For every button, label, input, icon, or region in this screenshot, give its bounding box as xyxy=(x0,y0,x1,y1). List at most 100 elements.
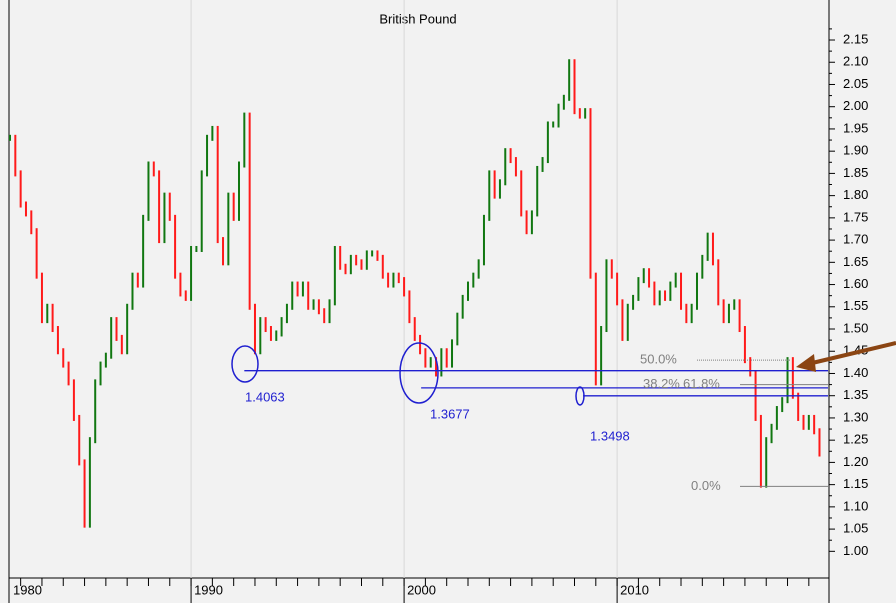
price-bar xyxy=(536,165,539,217)
y-tick-label: 1.20 xyxy=(843,454,868,469)
price-bar xyxy=(653,281,656,306)
price-bar xyxy=(168,192,171,221)
price-bar xyxy=(62,348,65,368)
level-label: 1.3498 xyxy=(590,428,630,443)
price-bar xyxy=(525,210,528,235)
price-bar xyxy=(56,326,59,355)
price-bar xyxy=(259,317,262,355)
price-bar xyxy=(317,299,320,315)
price-bar xyxy=(190,245,193,301)
y-tick-label: 1.40 xyxy=(843,365,868,380)
y-tick-label: 2.05 xyxy=(843,76,868,91)
price-bar xyxy=(711,232,714,266)
price-bar xyxy=(717,259,720,306)
price-bar xyxy=(722,299,725,324)
price-bar xyxy=(163,192,166,244)
price-bar xyxy=(67,361,70,386)
price-bar xyxy=(813,414,816,435)
price-bar xyxy=(637,277,640,301)
x-tick-label: 2010 xyxy=(620,582,649,597)
price-bar xyxy=(546,121,549,164)
price-bar xyxy=(445,348,448,368)
price-bar xyxy=(312,299,315,310)
price-bar xyxy=(222,237,225,266)
price-bar xyxy=(19,170,22,208)
price-bar xyxy=(504,148,507,186)
y-tick-label: 2.15 xyxy=(843,31,868,46)
price-bar xyxy=(600,326,603,386)
fib-label: 38.2% xyxy=(643,376,680,391)
y-tick-label: 1.35 xyxy=(843,387,868,402)
price-bar xyxy=(333,245,336,306)
price-bar xyxy=(355,254,358,266)
price-bar xyxy=(472,272,475,288)
price-bar xyxy=(456,312,459,346)
y-tick-label: 1.25 xyxy=(843,432,868,447)
price-bar xyxy=(280,317,283,337)
price-bar xyxy=(360,259,363,270)
price-bar xyxy=(83,459,86,528)
chart-title: British Pound xyxy=(379,11,456,26)
price-bar xyxy=(621,299,624,341)
price-bar xyxy=(797,392,800,421)
price-bar xyxy=(403,277,406,297)
price-bar xyxy=(738,299,741,333)
price-bar xyxy=(791,357,794,399)
price-bar xyxy=(237,161,240,221)
price-bar xyxy=(584,108,587,119)
y-tick-label: 1.55 xyxy=(843,298,868,313)
price-bar xyxy=(408,290,411,324)
price-bar xyxy=(88,437,91,528)
price-bar xyxy=(136,272,139,288)
price-bar xyxy=(488,170,491,221)
price-bar xyxy=(195,245,198,252)
price-bar xyxy=(291,281,294,310)
price-bar xyxy=(158,170,161,244)
price-bar xyxy=(664,290,667,301)
price-bar xyxy=(482,214,485,266)
price-bar xyxy=(674,272,677,288)
price-bar xyxy=(616,272,619,306)
price-bar xyxy=(339,245,342,270)
price-bar xyxy=(46,303,49,324)
price-bar xyxy=(552,121,555,128)
price-bar xyxy=(749,357,752,377)
price-bar xyxy=(818,428,821,457)
price-bar xyxy=(695,272,698,310)
price-bar xyxy=(115,317,118,341)
y-tick-label: 2.00 xyxy=(843,98,868,113)
price-bar xyxy=(174,214,177,279)
price-bar xyxy=(498,179,501,199)
price-bar xyxy=(568,59,571,101)
price-bar xyxy=(807,414,810,430)
price-bar xyxy=(78,414,81,466)
price-bar xyxy=(269,326,272,341)
price-bar xyxy=(99,361,102,386)
price-bar xyxy=(557,103,560,128)
price-bar xyxy=(248,112,251,310)
price-bar xyxy=(126,303,129,355)
price-bar xyxy=(285,303,288,324)
price-bar xyxy=(147,161,150,221)
price-bar xyxy=(781,397,784,413)
price-bar xyxy=(419,334,422,355)
price-bar xyxy=(669,281,672,301)
price-bar xyxy=(24,201,27,217)
highlight-ellipse xyxy=(399,342,439,404)
x-tick-label: 1980 xyxy=(13,582,42,597)
price-bar xyxy=(184,290,187,301)
price-bar xyxy=(642,268,645,284)
price-bar xyxy=(328,299,331,324)
price-bar xyxy=(429,357,432,368)
x-tick-label: 2000 xyxy=(407,582,436,597)
price-bar xyxy=(685,303,688,324)
price-bar xyxy=(152,161,155,177)
price-bar xyxy=(514,157,517,177)
x-tick-label: 2020 xyxy=(833,582,862,597)
price-bar xyxy=(14,134,17,177)
price-bar xyxy=(759,414,762,488)
price-bar xyxy=(392,272,395,288)
price-bar xyxy=(243,112,246,168)
price-bar xyxy=(206,134,209,177)
price-bar xyxy=(530,210,533,235)
